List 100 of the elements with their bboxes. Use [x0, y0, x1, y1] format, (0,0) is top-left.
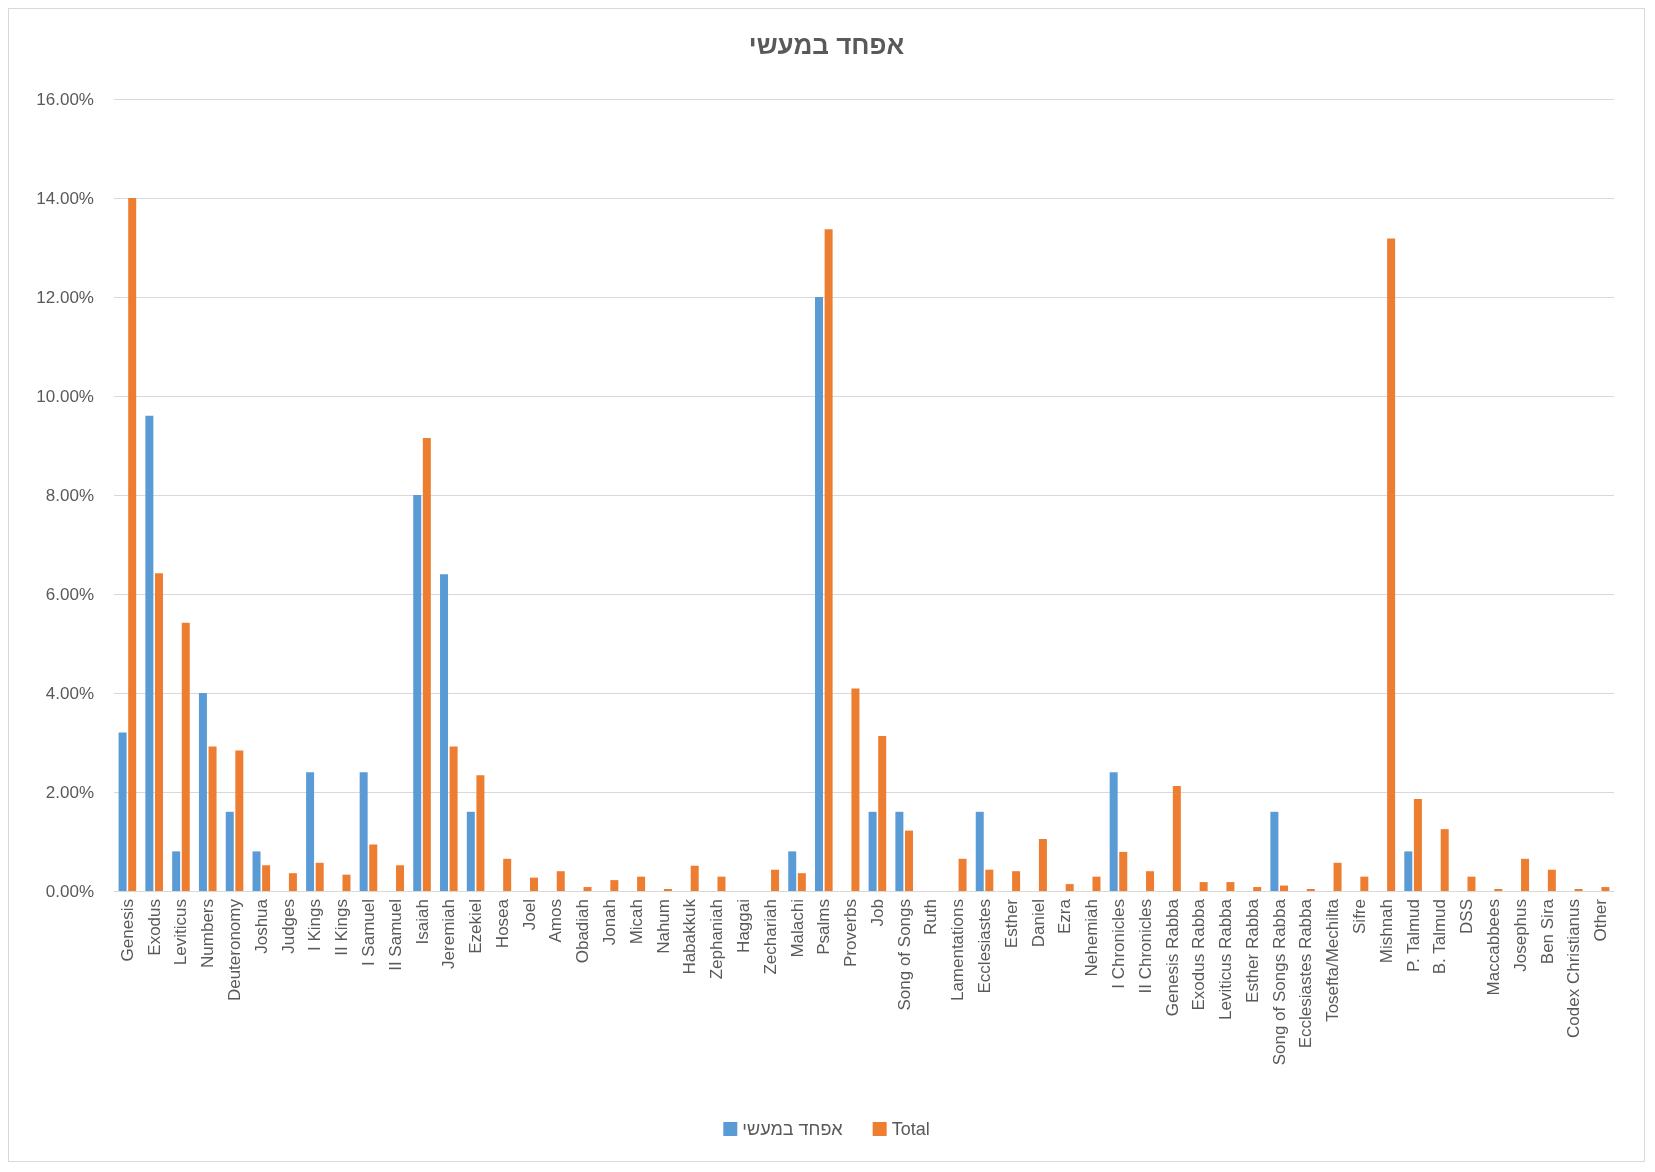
bar: [717, 876, 726, 891]
x-tick-label: Exodus: [144, 899, 164, 956]
bar: [788, 851, 797, 891]
bar: [1387, 238, 1396, 891]
x-tick-label: II Samuel: [385, 899, 405, 971]
x-tick-label: Tosefta/Mechilta: [1323, 898, 1343, 1022]
x-tick-label: II Kings: [332, 899, 352, 956]
bar: [396, 865, 405, 891]
bar: [1146, 871, 1155, 891]
legend-label: Total: [891, 1119, 930, 1139]
x-tick-label: Isaiah: [412, 899, 432, 945]
x-tick-label: Haggai: [733, 899, 753, 953]
bar: [315, 862, 324, 891]
bar: [252, 851, 261, 891]
bar: [225, 811, 234, 891]
bar: [342, 874, 351, 891]
x-tick-label: Esther Rabba: [1242, 898, 1262, 1003]
bar: [868, 811, 877, 891]
x-tick-label: Micah: [626, 899, 646, 945]
x-tick-label: Lamentations: [948, 899, 968, 1002]
bar: [288, 873, 297, 891]
x-tick-label: Ecclesiastes: [975, 899, 995, 994]
bar: [118, 732, 127, 891]
y-tick-label: 12.00%: [36, 287, 94, 307]
bar: [1253, 887, 1262, 891]
x-tick-label: I Samuel: [358, 899, 378, 967]
bar: [1012, 871, 1021, 891]
bar: [1119, 851, 1128, 891]
bar: [1360, 876, 1369, 891]
x-tick-label: Numbers: [198, 899, 218, 968]
x-tick-label: P. Talmud: [1403, 899, 1423, 973]
x-tick-label: Sifre: [1350, 899, 1370, 934]
bar: [422, 438, 431, 891]
bar: [503, 858, 512, 891]
bar: [975, 811, 984, 891]
x-tick-label: Genesis Rabba: [1162, 898, 1182, 1017]
x-tick-label: Judges: [278, 899, 298, 954]
bar: [878, 736, 887, 891]
bar: [824, 229, 833, 891]
y-tick-label: 4.00%: [45, 683, 94, 703]
y-tick-label: 10.00%: [36, 386, 94, 406]
bar: [1109, 772, 1118, 891]
x-tick-label: I Kings: [305, 899, 325, 951]
bar: [690, 865, 699, 891]
x-tick-label: Esther: [1001, 898, 1021, 949]
x-tick-label: I Chronicles: [1108, 899, 1128, 989]
chart-title: אפחד במעשי: [748, 30, 905, 60]
bar: [208, 746, 217, 891]
bar: [771, 869, 780, 891]
y-tick-label: 0.00%: [45, 881, 94, 901]
bar: [797, 873, 806, 891]
bar: [958, 858, 967, 891]
bar: [145, 415, 154, 891]
x-tick-label: Habakkuk: [680, 898, 700, 975]
bar: [1547, 869, 1556, 891]
bar: [556, 871, 565, 891]
bar: [1172, 786, 1181, 891]
bar: [262, 865, 271, 891]
bar: [1601, 887, 1610, 891]
bar: [128, 198, 137, 891]
bar: [1226, 882, 1235, 891]
x-tick-label: Ecclesiastes Rabba: [1296, 898, 1316, 1049]
bar: [413, 495, 422, 891]
x-tick-label: Ben Sira: [1537, 898, 1557, 965]
x-tick-label: Ruth: [921, 899, 941, 935]
x-tick-label: Obadiah: [573, 899, 593, 964]
x-tick-label: Song of Songs Rabba: [1269, 898, 1289, 1066]
bar: [815, 297, 824, 891]
y-tick-label: 6.00%: [45, 584, 94, 604]
bar: [1092, 876, 1101, 891]
bar: [172, 851, 181, 891]
x-tick-label: Jeremiah: [439, 899, 459, 969]
y-tick-label: 2.00%: [45, 782, 94, 802]
x-tick-label: Joshua: [251, 898, 271, 954]
x-tick-label: Leviticus: [171, 899, 191, 966]
x-tick-label: Proverbs: [841, 899, 861, 968]
y-tick-label: 14.00%: [36, 188, 94, 208]
bar: [359, 772, 368, 891]
x-tick-label: Ezekiel: [466, 899, 486, 954]
bar: [1467, 876, 1476, 891]
bar: [1279, 885, 1288, 891]
x-tick-label: Nahum: [653, 899, 673, 954]
x-tick-label: Song of Songs: [894, 899, 914, 1011]
x-tick-label: Jonah: [600, 899, 620, 946]
bar: [1065, 884, 1074, 891]
bar: [466, 811, 475, 891]
x-tick-label: Josephus: [1510, 899, 1530, 972]
bar: [1404, 851, 1413, 891]
y-tick-label: 16.00%: [36, 89, 94, 109]
x-tick-label: Deuteronomy: [225, 898, 245, 1002]
x-tick-label: Exodus Rabba: [1189, 898, 1209, 1011]
x-tick-label: Codex Christianus: [1564, 899, 1584, 1038]
x-tick-label: Psalms: [814, 899, 834, 955]
bar: [1038, 839, 1047, 891]
bar: [583, 887, 592, 891]
bar: [1333, 862, 1342, 891]
bar: [154, 573, 163, 891]
legend-label: אפחד במעשי: [742, 1119, 844, 1139]
x-tick-label: Mishnah: [1376, 899, 1396, 964]
bar: [895, 811, 904, 891]
